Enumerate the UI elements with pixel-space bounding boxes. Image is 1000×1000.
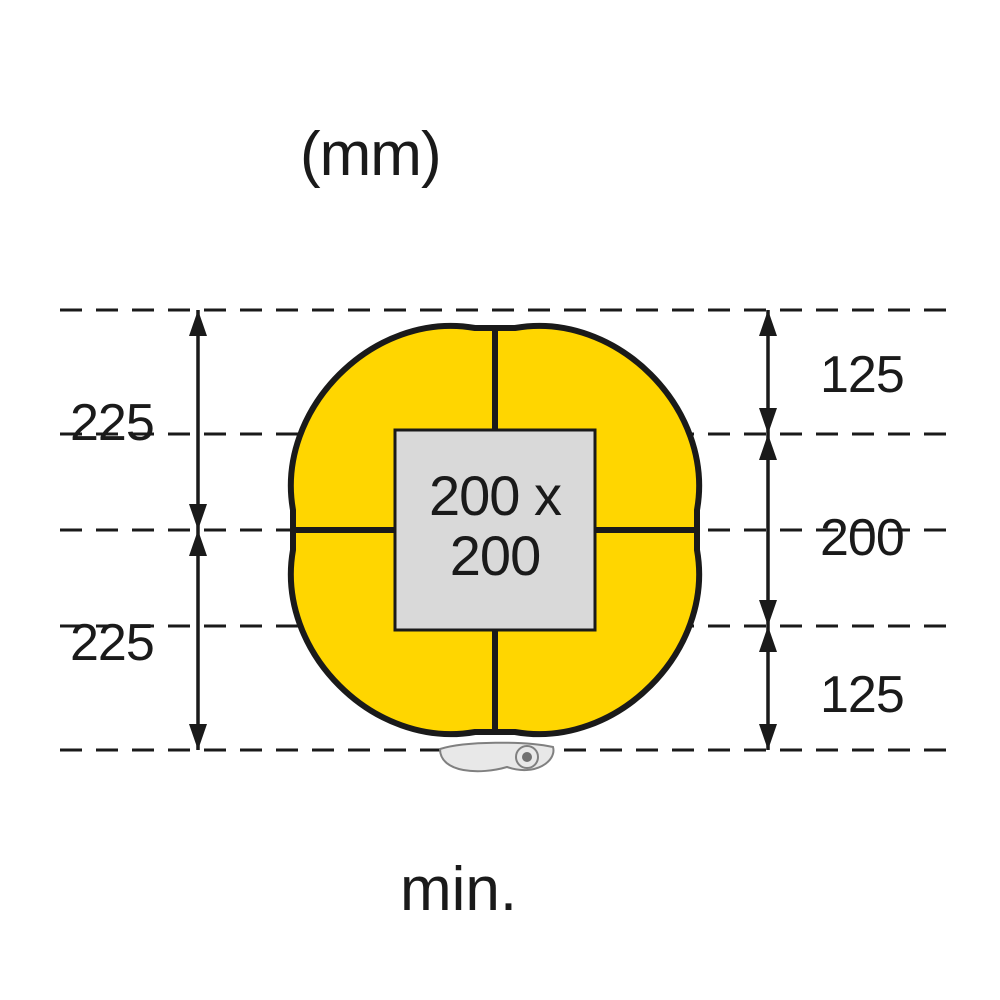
min-label: min. — [400, 855, 517, 924]
dim-label-right-bottom: 125 — [820, 666, 904, 724]
clasp-icon — [440, 743, 553, 771]
dim-label-left-top: 225 — [70, 394, 154, 452]
dim-arrow-right-top — [759, 310, 777, 434]
dim-label-right-top: 125 — [820, 346, 904, 404]
dim-arrow-left-top — [189, 310, 207, 530]
dim-label-right-mid: 200 — [820, 509, 904, 567]
dim-arrow-left-bottom — [189, 530, 207, 750]
center-dim-line1: 200 x — [429, 464, 562, 527]
unit-label: (mm) — [300, 120, 441, 189]
dim-label-left-bottom: 225 — [70, 614, 154, 672]
center-dim-line2: 200 — [450, 524, 540, 587]
dim-arrow-right-bottom — [759, 626, 777, 750]
